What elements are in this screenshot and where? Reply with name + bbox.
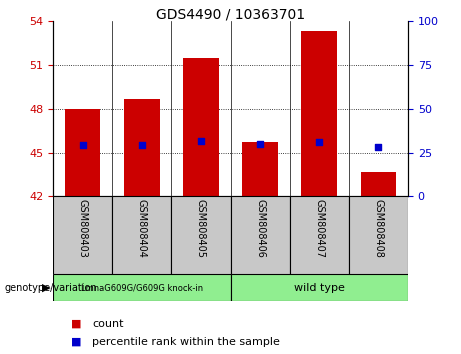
Bar <box>53 196 112 274</box>
Text: GSM808405: GSM808405 <box>196 199 206 258</box>
Text: genotype/variation: genotype/variation <box>5 282 97 293</box>
Text: GSM808406: GSM808406 <box>255 199 265 258</box>
Text: ■: ■ <box>71 337 82 347</box>
Point <box>197 138 205 144</box>
Text: count: count <box>92 319 124 329</box>
Bar <box>112 196 171 274</box>
Bar <box>171 196 230 274</box>
Text: GSM808404: GSM808404 <box>137 199 147 258</box>
Point <box>315 139 323 145</box>
Text: LmnaG609G/G609G knock-in: LmnaG609G/G609G knock-in <box>81 283 203 292</box>
Text: ▶: ▶ <box>42 282 51 293</box>
Point <box>79 143 86 148</box>
Bar <box>301 32 337 196</box>
Point <box>375 144 382 150</box>
Text: GSM808407: GSM808407 <box>314 199 324 258</box>
Bar <box>349 196 408 274</box>
Bar <box>124 99 160 196</box>
Bar <box>230 196 290 274</box>
Bar <box>230 274 408 301</box>
Bar <box>242 142 278 196</box>
Text: GSM808408: GSM808408 <box>373 199 384 258</box>
Text: percentile rank within the sample: percentile rank within the sample <box>92 337 280 347</box>
Bar <box>290 196 349 274</box>
Text: wild type: wild type <box>294 282 345 293</box>
Text: GDS4490 / 10363701: GDS4490 / 10363701 <box>156 7 305 21</box>
Bar <box>53 274 230 301</box>
Point <box>256 141 264 147</box>
Text: GSM808403: GSM808403 <box>77 199 88 258</box>
Point <box>138 143 145 148</box>
Bar <box>361 172 396 196</box>
Bar <box>183 58 219 196</box>
Text: ■: ■ <box>71 319 82 329</box>
Bar <box>65 109 100 196</box>
